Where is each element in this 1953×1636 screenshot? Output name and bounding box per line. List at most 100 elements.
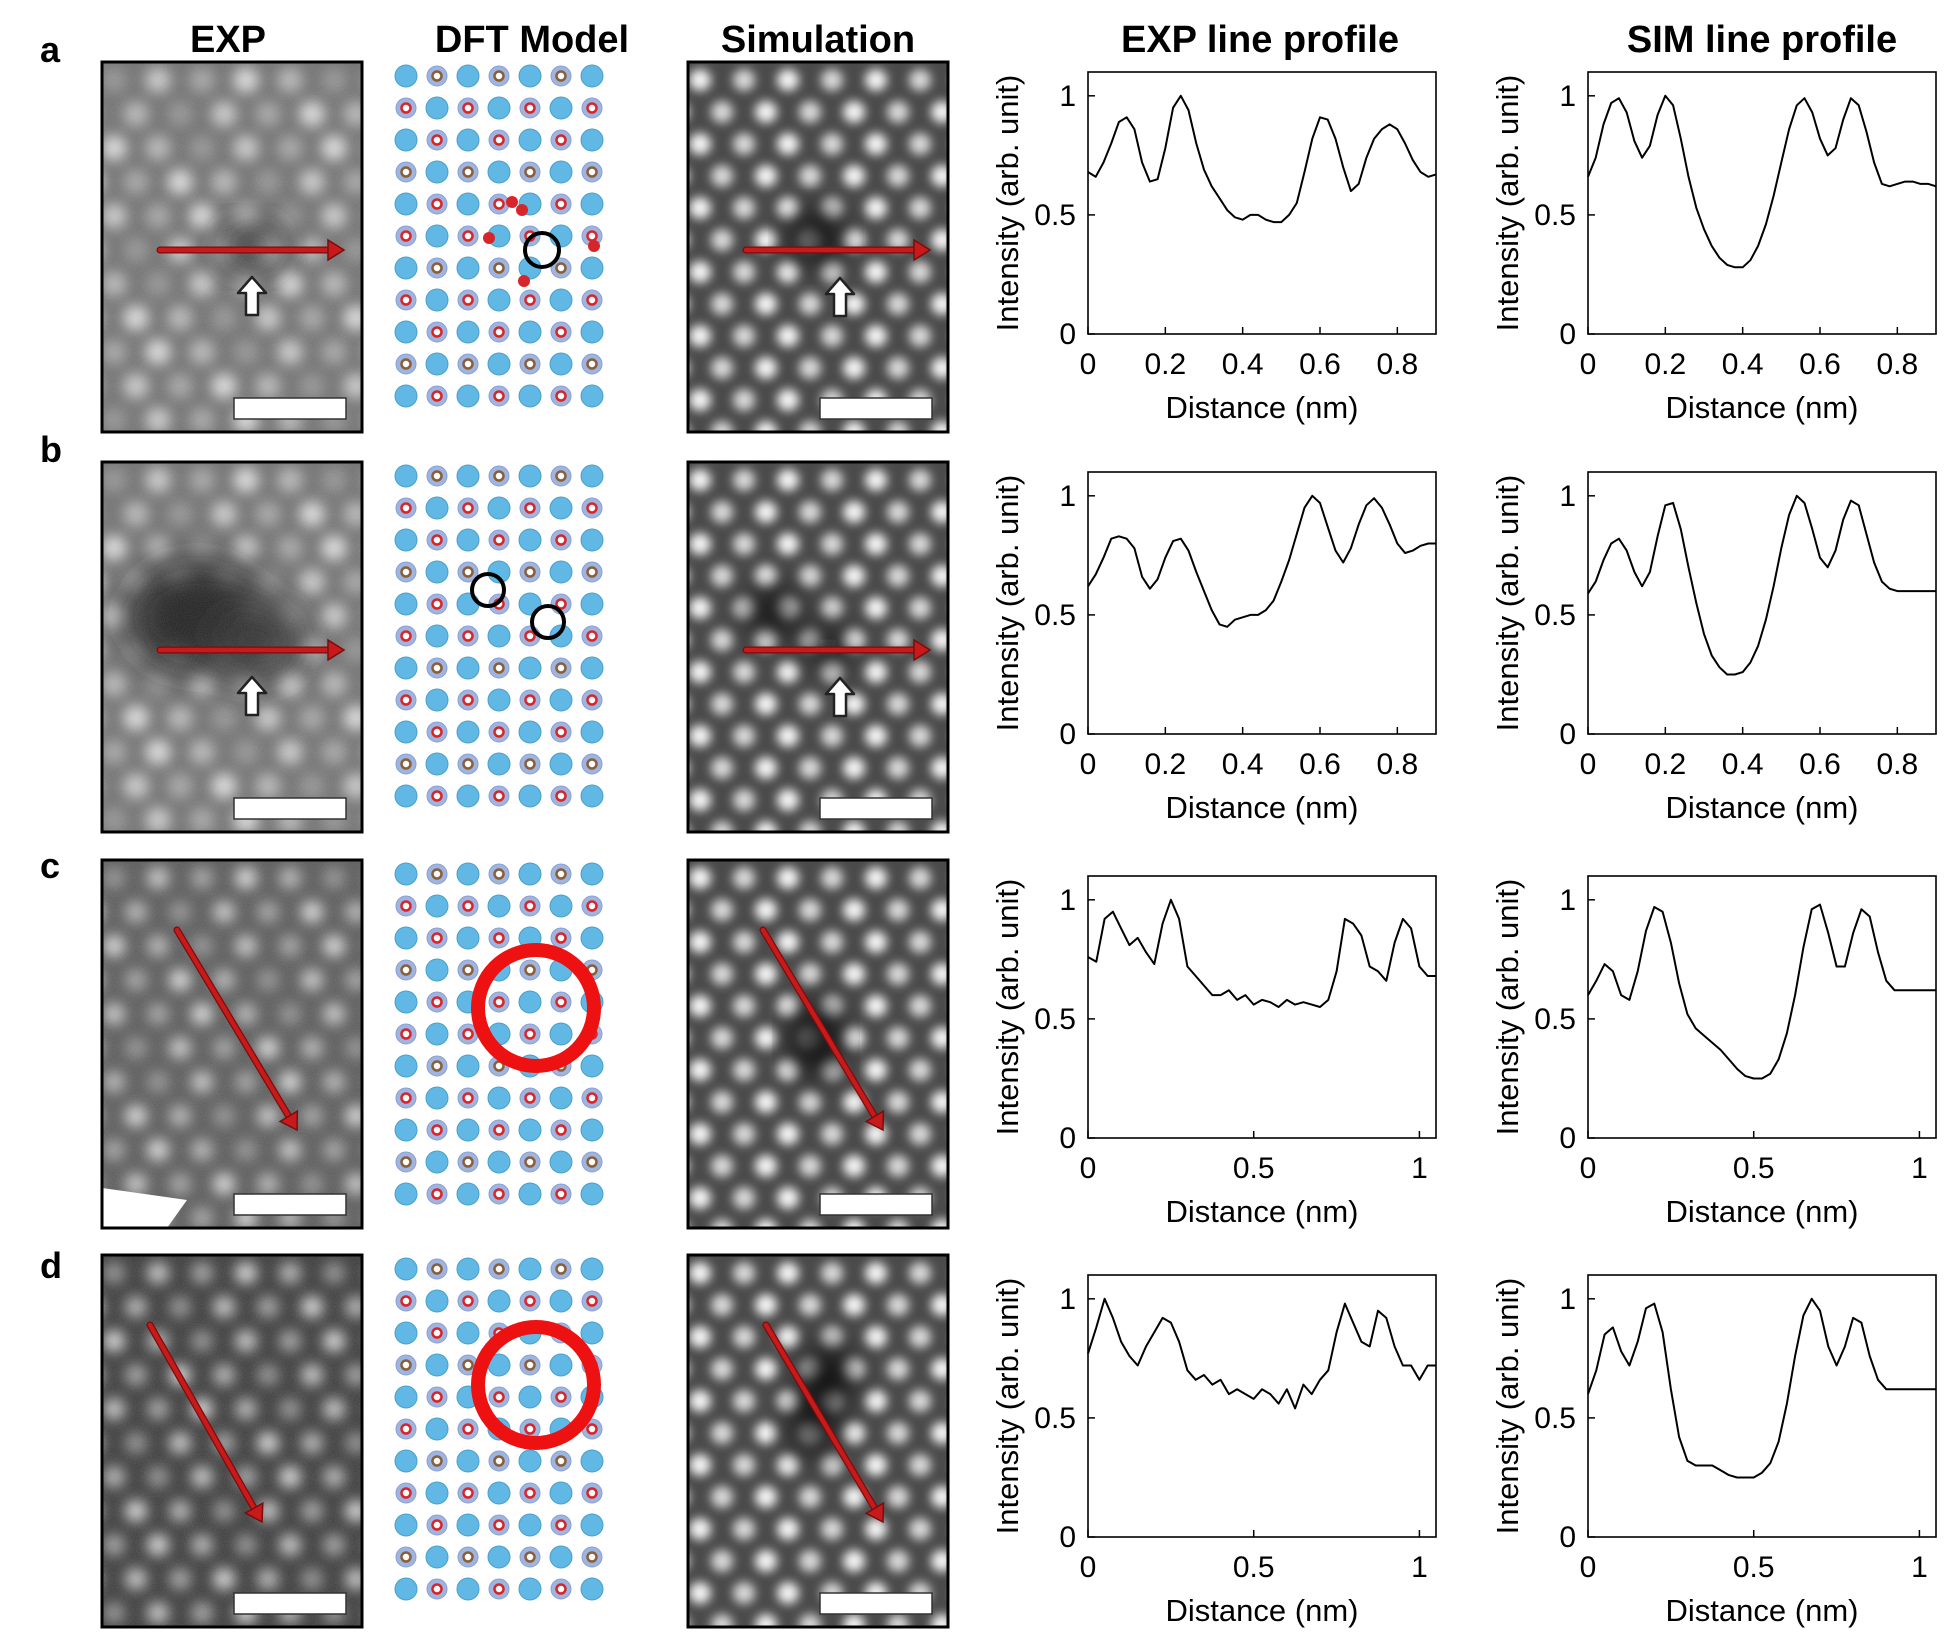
atom-center [586,758,598,770]
x-tick-label: 0 [1580,348,1597,381]
scale-bar [233,1592,347,1615]
x-axis-label: Distance (nm) [1166,390,1359,425]
atom-center [524,1156,536,1168]
red-line-arrow-icon [759,926,885,1132]
atom-center [400,694,412,706]
x-axis-label: Distance (nm) [1666,1194,1859,1229]
displaced-atom [518,275,530,287]
red-line-arrow-icon [146,1321,264,1524]
column-header-simulation: Simulation [721,19,915,61]
atom-center [493,470,505,482]
atom-center [462,1028,474,1040]
scale-bar [819,797,933,820]
atom-large [518,720,542,744]
y-axis-label: Intensity (arb. unit) [1490,75,1525,332]
displaced-atom [516,204,528,216]
atom-large [394,528,418,552]
atom-large [394,1513,418,1537]
atom-center [493,1188,505,1200]
atom-center [400,1295,412,1307]
x-tick-label: 0.2 [1644,748,1686,781]
atom-center [555,598,567,610]
atom-center [431,996,443,1008]
atom-center [400,502,412,514]
atom-large [425,1022,449,1046]
atom-large [456,464,480,488]
atom-large [394,128,418,152]
column-header-dft-model: DFT Model [435,19,629,61]
atom-large [580,1182,604,1206]
atom-large [518,1577,542,1601]
atom-center [462,1423,474,1435]
atom-large [487,1289,511,1313]
atom-large [487,288,511,312]
atom-center [493,262,505,274]
atom-large [425,958,449,982]
atom-large [456,862,480,886]
atom-center [431,390,443,402]
line-profile-chart-d-exp: 0 0.5 1 0 0.5 1 Distance (nm) Intensity (arb. u… [990,1274,1437,1628]
atom-large [425,496,449,520]
atom-large [394,320,418,344]
simulation-image-panel-b [686,460,950,834]
atom-large [394,64,418,88]
atom-center [493,790,505,802]
y-axis-label: Intensity (arb. unit) [990,475,1025,732]
atom-center [493,1124,505,1136]
atom-large [518,1257,542,1281]
y-tick-label: 1 [1059,1283,1076,1316]
atom-large [518,64,542,88]
atom-large [580,464,604,488]
atom-center [400,1359,412,1371]
atom-center [462,1092,474,1104]
x-axis-label: Distance (nm) [1166,1593,1359,1628]
x-tick-label: 1 [1911,1551,1928,1584]
atom-center [493,726,505,738]
atom-large [580,656,604,680]
atom-center [555,198,567,210]
atom-center [555,326,567,338]
defect-region-circle [471,943,601,1073]
atom-large [487,1150,511,1174]
atom-large [580,592,604,616]
defect-circle [523,231,561,269]
atom-large [425,1545,449,1569]
atom-center [586,1092,598,1104]
x-tick-label: 0 [1580,1551,1597,1584]
atom-center [524,358,536,370]
y-axis-label: Intensity (arb. unit) [1490,879,1525,1136]
atom-large [425,1289,449,1313]
atom-center [555,70,567,82]
plot-frame [1587,1274,1937,1538]
atom-center [400,1487,412,1499]
atom-large [487,624,511,648]
atom-center [555,868,567,880]
atom-center [493,1583,505,1595]
atom-large [549,160,573,184]
x-axis-label: Distance (nm) [1166,1194,1359,1229]
atom-large [425,1417,449,1441]
atom-large [580,320,604,344]
atom-center [555,932,567,944]
atom-center [431,1391,443,1403]
y-tick-label: 0 [1059,1521,1076,1554]
atom-large [394,1182,418,1206]
exp-image-panel-b [100,460,364,834]
atom-large [456,1321,480,1345]
atom-large [549,752,573,776]
displaced-atom [483,232,495,244]
atom-large [518,1513,542,1537]
x-tick-label: 0.5 [1733,1152,1775,1185]
plot-frame [1087,1274,1437,1538]
atom-large [487,894,511,918]
row-label-b: b [40,429,62,470]
y-tick-label: 1 [1559,1283,1576,1316]
atom-center [586,1487,598,1499]
atom-large [580,1054,604,1078]
atom-center [462,102,474,114]
atom-center [431,1583,443,1595]
plot-frame [1087,471,1437,735]
atom-large [580,528,604,552]
red-line-arrow-icon [173,926,299,1132]
y-tick-label: 1 [1059,884,1076,917]
